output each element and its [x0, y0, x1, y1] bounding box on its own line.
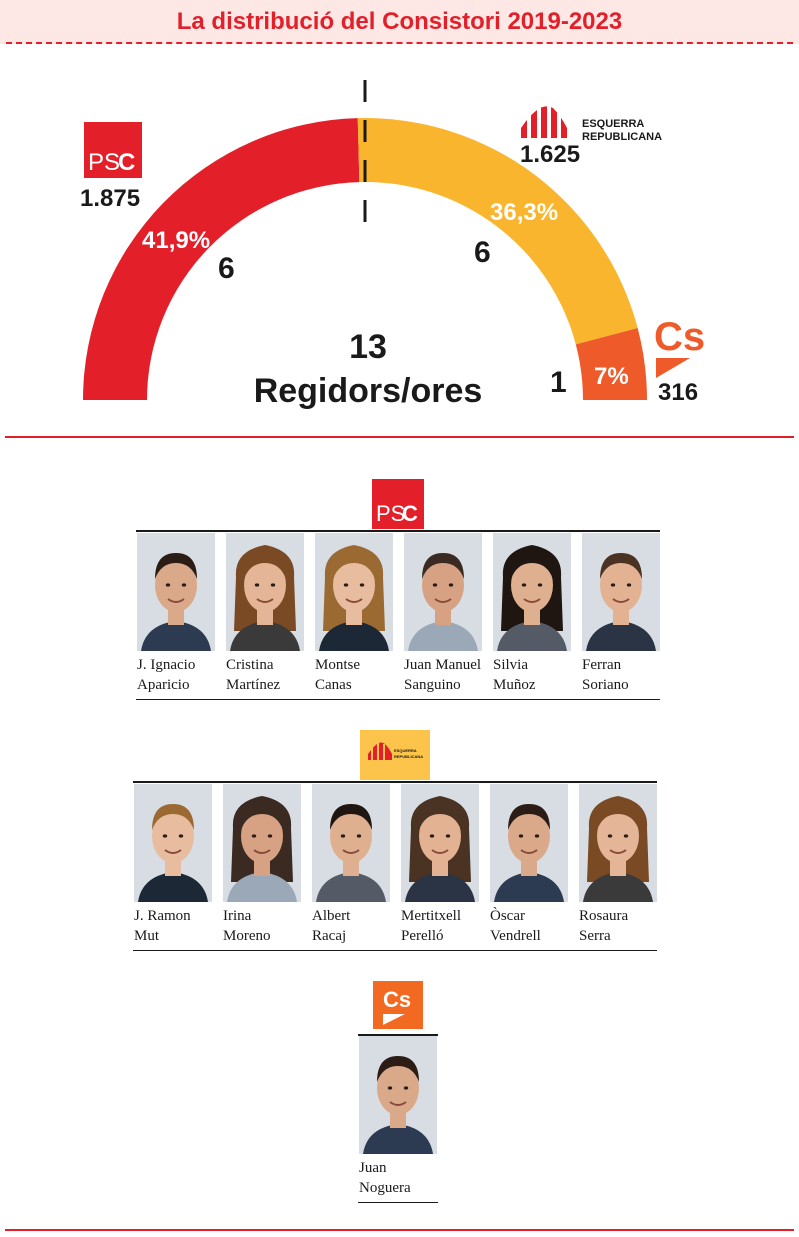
cs-arc: [575, 328, 647, 400]
title-divider: [6, 42, 793, 44]
cs-chart-logo: Cs: [654, 315, 705, 359]
member-first-name: Silvia: [493, 657, 529, 673]
erc-chart-logo: ESQUERRA REPUBLICANA: [521, 106, 662, 143]
member-photo: [312, 784, 390, 902]
cs-seats: 1: [550, 366, 567, 399]
member-last-name: Soriano: [582, 677, 629, 693]
member-name: J. Ignacio Aparicio: [137, 655, 227, 695]
member-last-name: Sanguino: [404, 677, 461, 693]
member-photo: [579, 784, 657, 902]
member-last-name: Canas: [315, 677, 352, 693]
cs-group-top-line: [358, 1034, 438, 1036]
psc-chart-logo-b: C: [118, 149, 135, 176]
erc-logo-a: ESQUERRA: [394, 748, 417, 753]
erc-group-top-line: [133, 781, 657, 783]
cs-percent-label: 7%: [594, 363, 629, 390]
member-photo: [404, 533, 482, 651]
cs-logo-text: Cs: [383, 987, 412, 1012]
cs-votes: 316: [658, 379, 698, 406]
member-photo: [315, 533, 393, 651]
erc-percent-label: 36,3%: [490, 199, 558, 226]
member-last-name: Serra: [579, 928, 611, 944]
member-last-name: Moreno: [223, 928, 271, 944]
erc-logo: ESQUERRA REPUBLICANA: [360, 730, 430, 780]
member-name: Silvia Muñoz: [493, 655, 583, 695]
seat-chart: PS C 1.875 ESQUERRA REPUBLICANA 1.625 Cs…: [80, 80, 705, 410]
member-name: Irina Moreno: [223, 906, 313, 946]
member-name: Albert Racaj: [312, 906, 402, 946]
erc-group-bottom-line: [133, 950, 657, 951]
member-name: Montse Canas: [315, 655, 405, 695]
cs-chart-logo-mark: [656, 358, 690, 378]
member-first-name: Òscar: [490, 908, 525, 924]
psc-group-top-line: [136, 530, 660, 532]
member-name: Òscar Vendrell: [490, 906, 580, 946]
erc-arc: [357, 118, 638, 345]
total-seats-label: Regidors/ores: [254, 372, 483, 410]
member-photo: [582, 533, 660, 651]
member-last-name: Aparicio: [137, 677, 190, 693]
member-first-name: Ferran: [582, 657, 622, 673]
member-last-name: Mut: [134, 928, 160, 944]
member-name: Ferran Soriano: [582, 655, 672, 695]
member-last-name: Martínez: [226, 677, 281, 693]
member-photo: [493, 533, 571, 651]
psc-votes: 1.875: [80, 185, 140, 212]
section-divider: [5, 436, 794, 438]
total-seats: 13: [349, 328, 387, 366]
member-first-name: J. Ramon: [134, 908, 191, 924]
page-title: La distribució del Consistori 2019-2023: [176, 8, 623, 35]
member-name: Mertitxell Perelló: [401, 906, 491, 946]
psc-logo: PS C: [372, 479, 424, 529]
member-last-name: Racaj: [312, 928, 347, 944]
member-first-name: Mertitxell: [401, 908, 461, 924]
member-name: J. Ramon Mut: [134, 906, 224, 946]
member-last-name: Muñoz: [493, 677, 536, 693]
member-name: Rosaura Serra: [579, 906, 669, 946]
psc-percent-label: 41,9%: [142, 227, 210, 254]
member-first-name: Albert: [312, 908, 351, 924]
member-first-name: Rosaura: [579, 908, 629, 924]
member-last-name: Noguera: [359, 1180, 411, 1196]
title-bar: [0, 0, 799, 44]
member-name: Juan Noguera: [359, 1158, 449, 1198]
erc-votes: 1.625: [520, 141, 580, 168]
footer-divider: [5, 1229, 794, 1231]
member-photo: [401, 784, 479, 902]
member-first-name: Juan: [359, 1160, 387, 1176]
psc-group-bottom-line: [136, 699, 660, 700]
psc-chart-logo: PS C: [84, 122, 142, 178]
erc-chart-logo-a: ESQUERRA: [582, 118, 644, 130]
member-first-name: Cristina: [226, 657, 274, 673]
psc-seats: 6: [218, 252, 235, 285]
cs-logo-mark: [383, 1014, 405, 1025]
cs-logo: Cs: [373, 981, 423, 1029]
member-photo: [226, 533, 304, 651]
member-first-name: Juan Manuel: [404, 657, 482, 673]
erc-chart-logo-b: REPUBLICANA: [582, 131, 662, 143]
member-first-name: J. Ignacio: [137, 657, 196, 673]
member-photo: [134, 784, 212, 902]
member-photo: [359, 1036, 437, 1154]
chart-arcs: [83, 118, 647, 400]
member-last-name: Vendrell: [490, 928, 541, 944]
member-last-name: Perelló: [401, 928, 444, 944]
member-name: Juan Manuel Sanguino: [404, 655, 494, 695]
psc-logo-a: PS: [376, 501, 406, 526]
psc-arc: [83, 118, 360, 400]
psc-chart-logo-a: PS: [88, 149, 120, 176]
erc-seats: 6: [474, 236, 491, 269]
member-first-name: Irina: [223, 908, 252, 924]
member-photo: [137, 533, 215, 651]
member-photo: [490, 784, 568, 902]
cs-group-bottom-line: [358, 1202, 438, 1203]
member-photo: [223, 784, 301, 902]
erc-logo-b: REPUBLICANA: [394, 754, 424, 759]
member-first-name: Montse: [315, 657, 360, 673]
psc-logo-b: C: [402, 501, 418, 526]
erc-logo-icon: [368, 742, 392, 760]
member-name: Cristina Martínez: [226, 655, 316, 695]
